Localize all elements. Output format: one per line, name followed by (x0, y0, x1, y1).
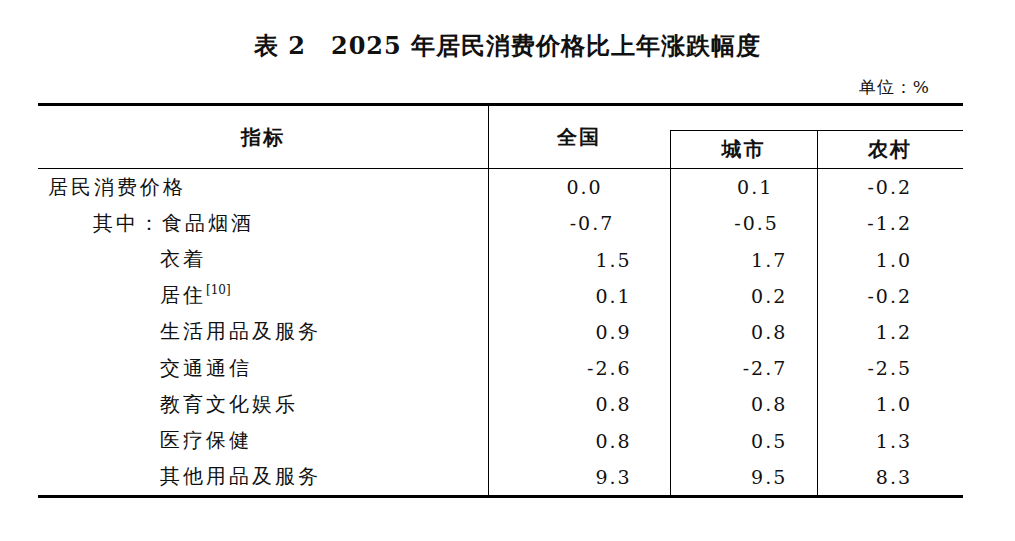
row-label: 其他用品及服务 (38, 463, 538, 490)
value-rural: 1.0 (832, 249, 963, 271)
footnote-marker: [10] (206, 284, 231, 298)
table-row: 其他用品及服务 9.3 9.5 8.3 (38, 459, 963, 495)
value-urban: 0.8 (702, 321, 833, 343)
row-label: 生活用品及服务 (38, 318, 538, 345)
cpi-table: 指标 全国 城市 农村 居民消费价格 0.0 0.1 -0.2 其中：食品烟酒 … (38, 103, 963, 498)
table-row: 居民消费价格 0.0 0.1 -0.2 (38, 169, 963, 205)
column-header-urban: 城市 (670, 130, 817, 168)
column-header-national: 全国 (488, 106, 670, 168)
column-header-indicator: 指标 (38, 106, 488, 168)
document-page: 表 2 2025 年居民消费价格比上年涨跌幅度 单位：% 指标 全国 城市 农村… (0, 0, 1015, 541)
value-urban: 0.2 (702, 285, 833, 307)
table-body: 居民消费价格 0.0 0.1 -0.2 其中：食品烟酒 -0.7 -0.5 -1… (38, 169, 963, 495)
value-national: -0.7 (510, 212, 684, 234)
value-rural: -1.2 (824, 212, 963, 234)
value-national: 0.8 (538, 393, 702, 415)
value-rural: -0.2 (832, 285, 963, 307)
value-urban: -0.5 (684, 212, 824, 234)
value-rural: -2.5 (832, 357, 963, 379)
value-urban: -2.7 (702, 357, 833, 379)
table-row: 医疗保健 0.8 0.5 1.3 (38, 423, 963, 459)
table-row: 教育文化娱乐 0.8 0.8 1.0 (38, 386, 963, 422)
value-national: 0.0 (492, 176, 673, 198)
value-national: 0.9 (538, 321, 702, 343)
value-rural: 8.3 (832, 466, 963, 488)
row-label: 教育文化娱乐 (38, 391, 538, 418)
value-national: 9.3 (538, 466, 702, 488)
table-row: 衣着 1.5 1.7 1.0 (38, 241, 963, 277)
value-urban: 9.5 (702, 466, 833, 488)
table-title: 表 2 2025 年居民消费价格比上年涨跌幅度 (0, 30, 1015, 62)
value-rural: -0.2 (818, 176, 963, 198)
value-urban: 0.1 (673, 176, 819, 198)
value-urban: 1.7 (702, 249, 833, 271)
row-label: 衣着 (38, 246, 538, 273)
value-rural: 1.3 (832, 430, 963, 452)
value-national: 0.1 (538, 285, 702, 307)
table-bottom-border (38, 495, 963, 498)
row-label: 其中：食品烟酒 (38, 210, 510, 237)
table-row: 生活用品及服务 0.9 0.8 1.2 (38, 314, 963, 350)
row-label: 居住[10] (38, 282, 538, 309)
row-label: 医疗保健 (38, 427, 538, 454)
row-label: 居民消费价格 (38, 174, 492, 201)
value-rural: 1.0 (832, 393, 963, 415)
value-urban: 0.8 (702, 393, 833, 415)
column-header-rural: 农村 (817, 130, 963, 168)
value-urban: 0.5 (702, 430, 833, 452)
value-national: -2.6 (538, 357, 702, 379)
table-row: 其中：食品烟酒 -0.7 -0.5 -1.2 (38, 205, 963, 241)
table-row: 居住[10] 0.1 0.2 -0.2 (38, 278, 963, 314)
table-row: 交通通信 -2.6 -2.7 -2.5 (38, 350, 963, 386)
value-national: 1.5 (538, 249, 702, 271)
value-national: 0.8 (538, 430, 702, 452)
unit-label: 单位：% (859, 76, 930, 99)
row-label: 交通通信 (38, 355, 538, 382)
row-label-text: 居住 (160, 283, 206, 307)
value-rural: 1.2 (832, 321, 963, 343)
